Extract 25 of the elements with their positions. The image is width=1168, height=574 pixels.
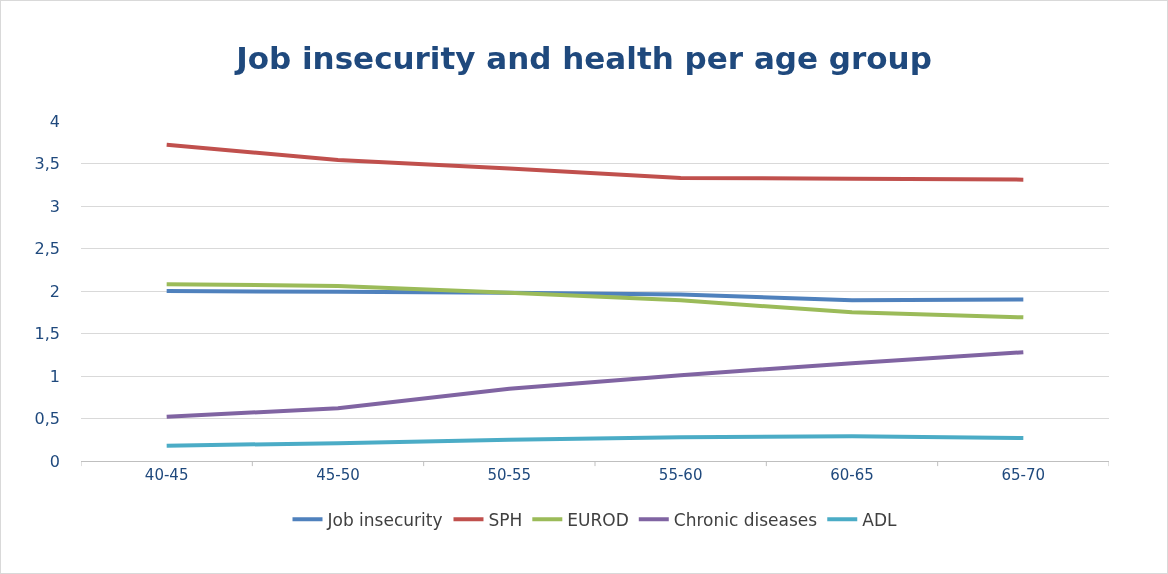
y-tick-label: 3,5 bbox=[34, 154, 60, 174]
y-tick-label: 0,5 bbox=[34, 409, 60, 429]
chart-title: Job insecurity and health per age group bbox=[234, 40, 932, 77]
y-tick-label: 4 bbox=[49, 111, 60, 131]
line-series bbox=[164, 350, 1026, 419]
y-tick-label: 3 bbox=[49, 196, 60, 216]
y-tick-label: 2,5 bbox=[34, 239, 60, 259]
y-tick-label: 1 bbox=[49, 366, 60, 386]
legend-label: SPH bbox=[488, 509, 523, 530]
y-tick-label: 2 bbox=[49, 281, 60, 301]
legend-label: Job insecurity bbox=[326, 509, 443, 530]
line-series bbox=[164, 142, 1026, 182]
y-tick-label: 1,5 bbox=[34, 324, 60, 344]
legend-label: Chronic diseases bbox=[673, 509, 818, 530]
line-series bbox=[164, 434, 1026, 448]
legend-label: ADL bbox=[862, 509, 897, 530]
line-series bbox=[164, 282, 1026, 320]
legend-label: EUROD bbox=[567, 509, 629, 530]
x-tick-label: 40-45 bbox=[144, 466, 189, 484]
x-tick-label: 65-70 bbox=[1001, 466, 1046, 484]
x-tick-label: 55-60 bbox=[658, 466, 703, 484]
y-tick-label: 0 bbox=[49, 451, 60, 471]
x-tick-label: 50-55 bbox=[487, 466, 532, 484]
x-tick-label: 45-50 bbox=[316, 466, 360, 484]
x-tick-label: 60-65 bbox=[830, 466, 874, 484]
